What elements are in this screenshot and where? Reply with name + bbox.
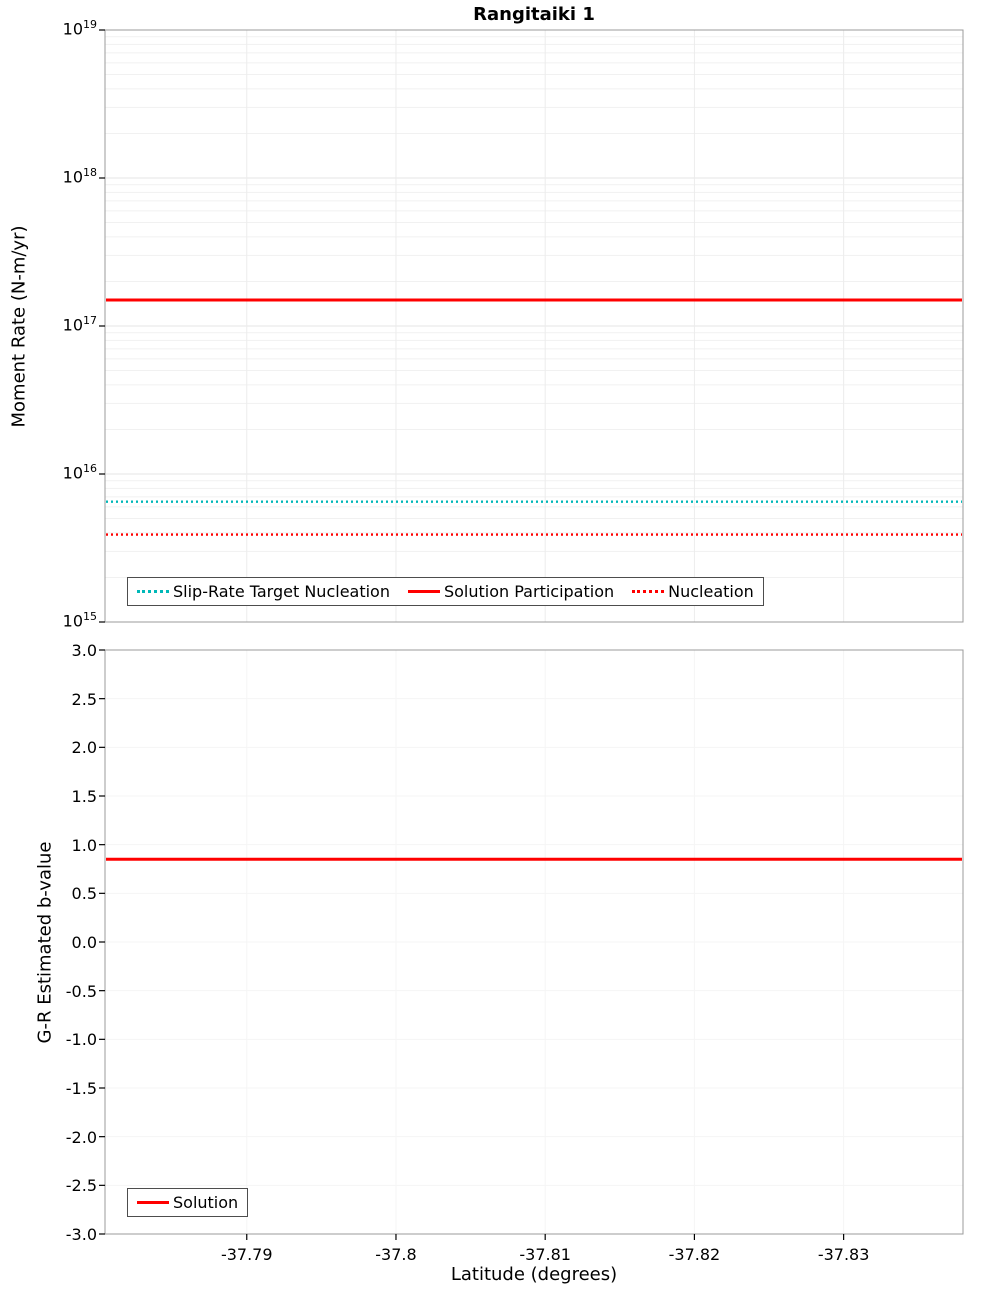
tick-label: 1019 [62,18,97,39]
tick-label: 0.5 [71,884,97,904]
tick-label: 3.0 [71,641,97,660]
tick-label: 2.5 [71,689,97,709]
tick-label: -37.82 [668,1245,721,1264]
tick-label: 1018 [62,166,97,187]
legend-label: Solution [173,1193,239,1212]
tick-label: -1.0 [65,1030,97,1050]
chart-title: Rangitaiki 1 [473,4,595,25]
legend-b-value: Solution [127,1188,249,1218]
legend-item-solution-participation: Solution Participation [407,582,615,601]
y-axis-label-b-value-text: G-R Estimated b-value [34,841,56,1043]
legend-line-sample-teal-dotted [137,590,169,594]
tick-label: 1.0 [71,835,97,855]
legend-line-sample-red-dotted [632,590,665,594]
tick-label: 1.5 [71,787,97,806]
legend-line-sample-red-solid [407,590,440,594]
y-axis-label-moment-rate: Moment Rate (N-m/yr) [6,30,32,622]
y-axis-label-moment-rate-text: Moment Rate (N-m/yr) [8,225,30,427]
legend-item-nucleation: Nucleation [632,582,754,601]
legend-item-slip-rate-target-nucleation: Slip-Rate Target Nucleation [137,582,390,601]
y-axis-label-b-value: G-R Estimated b-value [32,650,58,1234]
legend-item-solution: Solution [137,1193,238,1212]
tick-label: 1015 [62,610,97,631]
legend-line-sample-red-solid [137,1201,169,1205]
tick-label: -1.5 [65,1079,97,1098]
legend-moment-rate: Slip-Rate Target Nucleation Solution Par… [127,577,764,607]
tick-label: -37.8 [375,1245,417,1264]
tick-label: 1017 [62,314,97,335]
tick-label: -0.5 [65,981,97,1001]
tick-label: 0.0 [71,933,97,952]
tick-label: -37.83 [817,1245,870,1264]
tick-label: -37.81 [519,1245,571,1264]
legend-label: Nucleation [668,582,754,601]
legend-label: Solution Participation [443,582,615,601]
legend-label: Slip-Rate Target Nucleation [173,582,390,601]
tick-label: -37.79 [220,1245,273,1264]
tick-label: 1016 [62,462,97,483]
tick-label: -2.5 [65,1176,97,1196]
tick-label: -3.0 [65,1225,97,1244]
tick-label: 2.0 [71,738,97,758]
x-axis-label: Latitude (degrees) [450,1264,618,1285]
tick-label: -2.0 [65,1127,97,1147]
